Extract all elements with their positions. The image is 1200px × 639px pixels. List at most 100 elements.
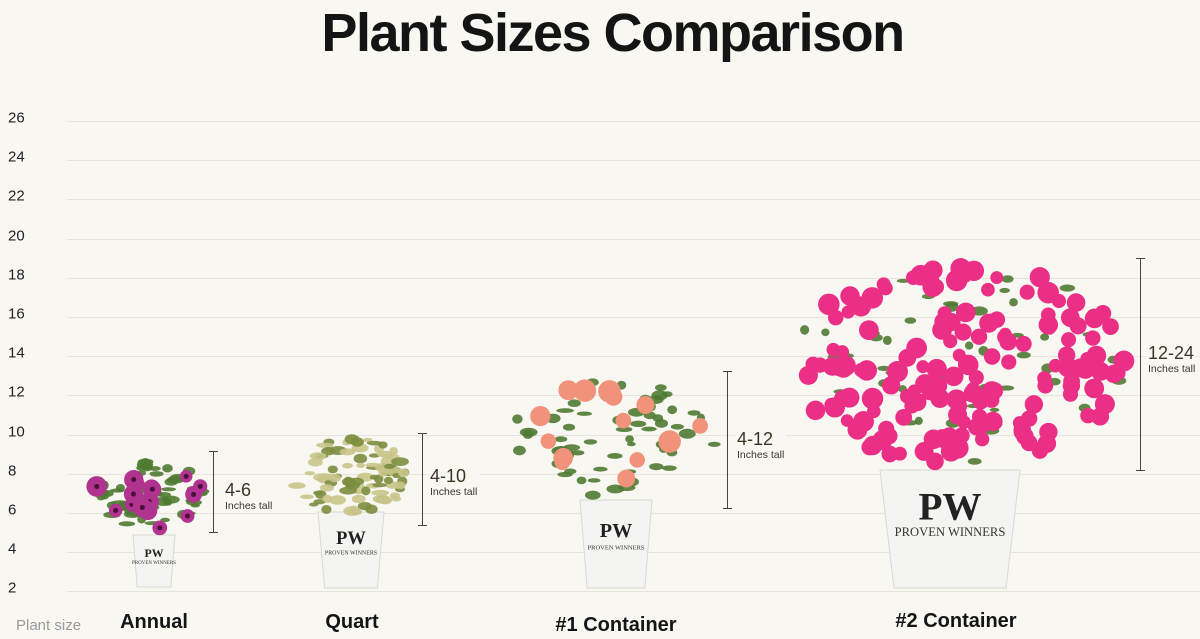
flower	[1015, 335, 1032, 352]
pot-brand-text: PROVEN WINNERS	[132, 561, 176, 566]
flower	[898, 348, 917, 367]
flower	[604, 387, 623, 406]
flower	[974, 432, 990, 447]
y-tick-label: 6	[8, 501, 17, 519]
gridline	[67, 121, 1200, 122]
pot	[579, 499, 653, 589]
flower	[1012, 416, 1027, 430]
quart-height-bracket	[418, 433, 427, 526]
flower	[955, 302, 976, 323]
flower	[968, 369, 984, 386]
flower	[881, 376, 901, 395]
gridline	[67, 434, 1200, 436]
flower	[861, 387, 884, 410]
flower	[1085, 330, 1101, 346]
flower	[847, 419, 868, 440]
flower	[932, 319, 952, 340]
flower	[1048, 358, 1063, 373]
flower	[856, 360, 878, 381]
page-title: Plant Sizes Comparison	[321, 3, 905, 63]
container1-range: 4-12	[737, 429, 774, 449]
flower	[1080, 407, 1096, 424]
pot-logo: PW	[145, 547, 164, 560]
flower	[692, 418, 708, 434]
container2-unit: Inches tall	[1148, 363, 1196, 375]
flower	[554, 454, 570, 471]
pot-logo: PW	[918, 486, 981, 529]
gridline	[67, 238, 1200, 240]
flower	[990, 271, 1004, 285]
flower	[981, 282, 995, 297]
flower	[1104, 364, 1124, 384]
quart-unit: Inches tall	[430, 486, 478, 498]
pot-logo: PW	[336, 528, 366, 548]
flower	[839, 387, 860, 408]
flower	[636, 395, 655, 415]
annual-height-bracket	[209, 451, 218, 533]
y-tick-label: 2	[8, 579, 17, 597]
flower	[1094, 394, 1115, 415]
y-axis-name: Plant size	[16, 617, 82, 634]
flower	[1040, 307, 1056, 323]
gridline	[67, 277, 1200, 279]
container1-plant-image: PW PROVEN WINNERS	[512, 378, 721, 589]
flower	[881, 445, 899, 463]
flower	[1037, 281, 1059, 304]
flower	[629, 452, 645, 468]
category-quart: Quart	[325, 611, 379, 633]
y-tick-label: 16	[8, 305, 25, 323]
flower	[1061, 332, 1077, 348]
flower	[1066, 293, 1086, 312]
annual-height-label: 4-6 Inches tall	[223, 480, 275, 512]
flower	[1024, 395, 1044, 414]
flower	[1094, 305, 1112, 322]
flower	[943, 334, 958, 349]
flower	[540, 433, 557, 449]
flower	[1071, 358, 1091, 378]
gridline	[67, 395, 1200, 397]
flower	[944, 366, 964, 387]
flower	[979, 313, 999, 333]
flower	[1019, 284, 1035, 300]
gridline	[67, 199, 1200, 201]
container2-range: 12-24	[1148, 343, 1195, 363]
flower	[1058, 359, 1073, 374]
flower	[1063, 372, 1080, 390]
flower	[954, 323, 972, 341]
flower	[805, 356, 821, 372]
quart-height-label: 4-10 Inches tall	[428, 467, 480, 498]
flower	[861, 439, 878, 456]
flower	[983, 348, 1001, 365]
annual-unit: Inches tall	[225, 500, 273, 512]
flower	[904, 398, 920, 414]
flower	[558, 380, 579, 401]
container1-height-bracket	[723, 371, 732, 509]
flower	[866, 404, 881, 419]
y-tick-label: 14	[8, 344, 25, 362]
y-tick-label: 26	[8, 109, 25, 127]
flower	[981, 381, 1002, 402]
flower	[1037, 371, 1052, 386]
flower	[948, 405, 968, 425]
flower	[895, 408, 913, 426]
flower	[1084, 378, 1105, 399]
flower	[1060, 308, 1080, 328]
flower	[878, 420, 895, 437]
flower	[615, 412, 632, 429]
flower	[835, 345, 850, 359]
flower	[1039, 422, 1058, 442]
flower	[1042, 321, 1057, 335]
flower	[963, 260, 985, 281]
container1-height-label: 4-12 Inches tall	[735, 429, 787, 461]
annual-range: 4-6	[225, 480, 252, 500]
flower	[972, 416, 991, 434]
flower	[916, 360, 930, 374]
y-tick-label: 20	[8, 227, 25, 245]
y-tick-label: 22	[8, 187, 25, 205]
flower	[1029, 267, 1050, 288]
flower	[1057, 346, 1076, 364]
gridline	[67, 356, 1200, 358]
container1-unit: Inches tall	[737, 449, 785, 461]
flower	[835, 355, 856, 377]
